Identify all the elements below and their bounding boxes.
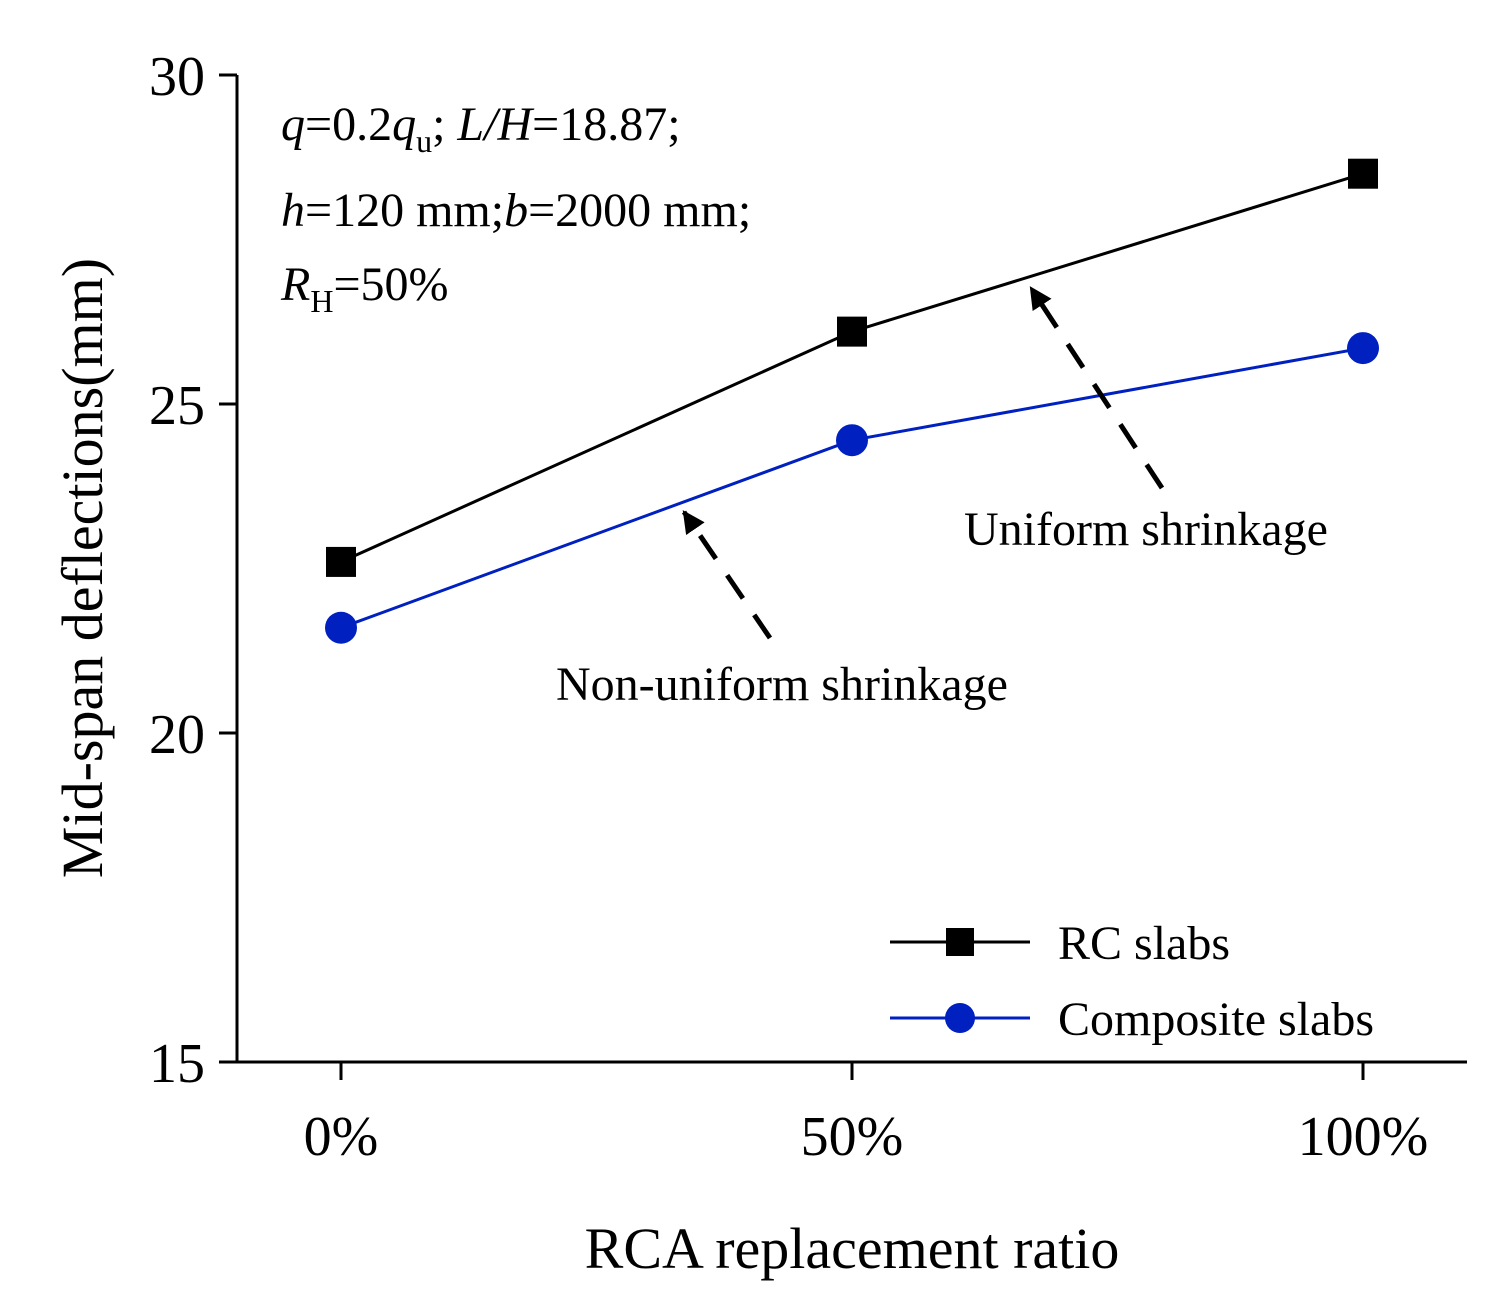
legend-composite-marker [945,1003,975,1033]
rc-slab-point [326,546,356,577]
composite-slab-point [325,611,357,644]
x-ticks: 0% 50% 100% [304,1062,1429,1168]
rc-slab-point [837,316,867,347]
x-tick-label: 50% [801,1106,904,1168]
y-tick-label: 20 [149,704,205,766]
non-uniform-shrinkage-label: Non-uniform shrinkage [556,658,1008,711]
legend-composite-label: Composite slabs [1058,993,1374,1046]
series-layer [325,158,1379,644]
legend-rc-label: RC slabs [1058,917,1230,970]
uniform-shrinkage-arrow [1028,286,1165,490]
composite-slab-point [1347,332,1379,365]
legend-rc-marker [946,928,974,956]
composite-slab-point [836,424,868,457]
conditions-line-2: h=120 mm;b=2000 mm; [281,184,751,237]
conditions-line-1: q=0.2qu; L/H=18.87; [281,98,681,159]
rc-slab-point [1348,158,1378,189]
non-uniform-shrinkage-arrow [681,510,773,640]
y-tick-label: 30 [149,46,205,108]
x-axis-title: RCA replacement ratio [585,1216,1120,1281]
y-tick-label: 15 [149,1033,205,1095]
uniform-shrinkage-label: Uniform shrinkage [964,503,1328,556]
y-axis-title: Mid-span deflections(mm) [50,258,115,878]
conditions-line-3: RH=50% [280,258,449,319]
series-line-2 [340,346,1364,630]
y-ticks: 15 20 25 30 [149,46,237,1095]
x-tick-label: 100% [1298,1106,1429,1168]
y-tick-label: 25 [149,375,205,437]
x-tick-label: 0% [304,1106,379,1168]
legend: RC slabs Composite slabs [890,917,1374,1046]
